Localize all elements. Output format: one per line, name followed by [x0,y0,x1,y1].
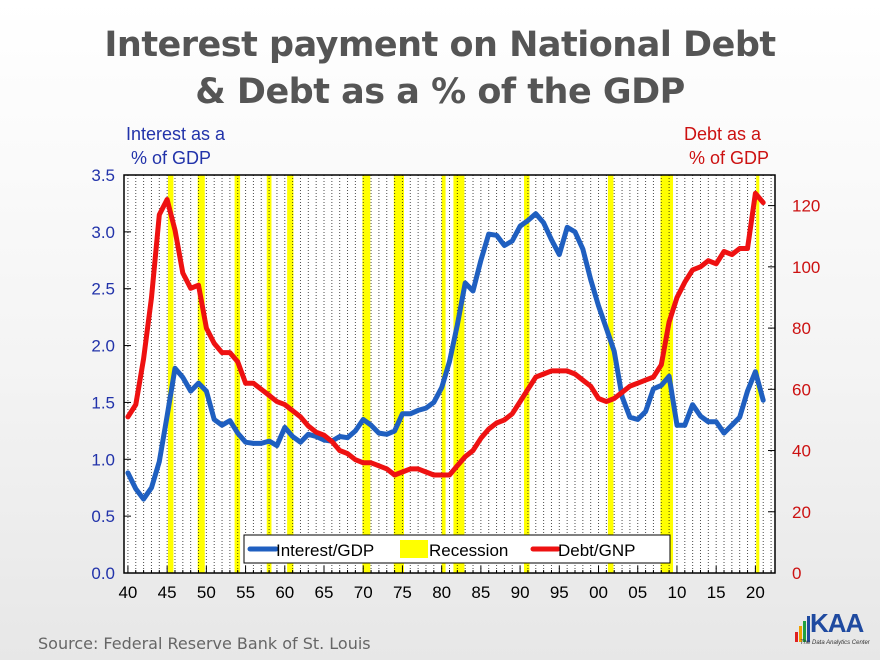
x-tick-label: 50 [197,583,216,602]
left-axis-title: Interest as a % of GDP [126,122,225,170]
recession-band [287,175,294,573]
right-tick-label: 120 [792,197,820,216]
logo-word: KAA [810,608,864,638]
x-tick-label: 40 [118,583,137,602]
left-tick-label: 3.5 [91,166,115,185]
logo-tagline: The Data Analytics Center [800,640,870,646]
left-tick-label: 0.5 [91,507,115,526]
x-tick-label: 85 [471,583,490,602]
legend-box [243,534,671,564]
title-line-1: Interest payment on National Debt [104,25,776,65]
x-tick-label: 60 [275,583,294,602]
x-tick-label: 90 [511,583,530,602]
left-axis-title-line-2: % of GDP [126,148,212,168]
recession-band [393,175,405,573]
recession-band [197,175,205,573]
x-tick-label: 10 [667,583,686,602]
logo-bars-icon [795,616,810,642]
x-tick-label: 20 [746,583,765,602]
right-tick-label: 40 [792,442,811,461]
legend-label-recession: Recession [429,541,508,560]
x-tick-label: 15 [707,583,726,602]
plot-frame [123,174,776,574]
x-tick-label: 95 [550,583,569,602]
x-tick-label: 05 [628,583,647,602]
legend-label-interest: Interest/GDP [276,541,374,560]
right-tick-label: 0 [792,564,801,583]
title-line-2: & Debt as a % of the GDP [195,72,685,112]
kaa-logo: KAA The Data Analytics Center [794,608,872,654]
right-tick-label: 100 [792,258,820,277]
left-tick-label: 0.0 [91,564,115,583]
right-tick-label: 60 [792,380,811,399]
right-axis-title-line-2: % of GDP [684,148,770,168]
recession-band [453,175,465,573]
interest-gdp-line [125,211,766,502]
right-axis-title-line-1: Debt as a [684,124,762,144]
recession-band [362,175,371,573]
source-note: Source: Federal Reserve Bank of St. Loui… [38,634,371,653]
left-tick-label: 2.5 [91,280,115,299]
right-tick-label: 20 [792,503,811,522]
x-tick-label: 45 [158,583,177,602]
right-axis-title: Debt as a % of GDP [684,122,769,170]
x-tick-label: 80 [432,583,451,602]
x-tick-label: 75 [393,583,412,602]
left-tick-label: 3.0 [91,223,115,242]
x-tick-label: 65 [315,583,334,602]
x-tick-label: 00 [589,583,608,602]
legend: Interest/GDP Recession Debt/GNP [243,534,671,564]
left-axis-title-line-1: Interest as a [126,124,226,144]
recession-band [524,175,530,573]
recession-band [607,175,614,573]
left-tick-label: 1.0 [91,450,115,469]
recession-band [660,175,674,573]
left-tick-label: 1.5 [91,393,115,412]
left-tick-label: 2.0 [91,337,115,356]
recession-band [167,175,174,573]
legend-swatch-recession [400,540,428,558]
legend-label-debt: Debt/GNP [558,541,635,560]
chart-title: Interest payment on National Debt & Debt… [0,22,880,116]
right-tick-label: 80 [792,319,811,338]
debt-gnp-line [125,190,766,478]
x-tick-label: 70 [354,583,373,602]
x-tick-label: 55 [236,583,255,602]
